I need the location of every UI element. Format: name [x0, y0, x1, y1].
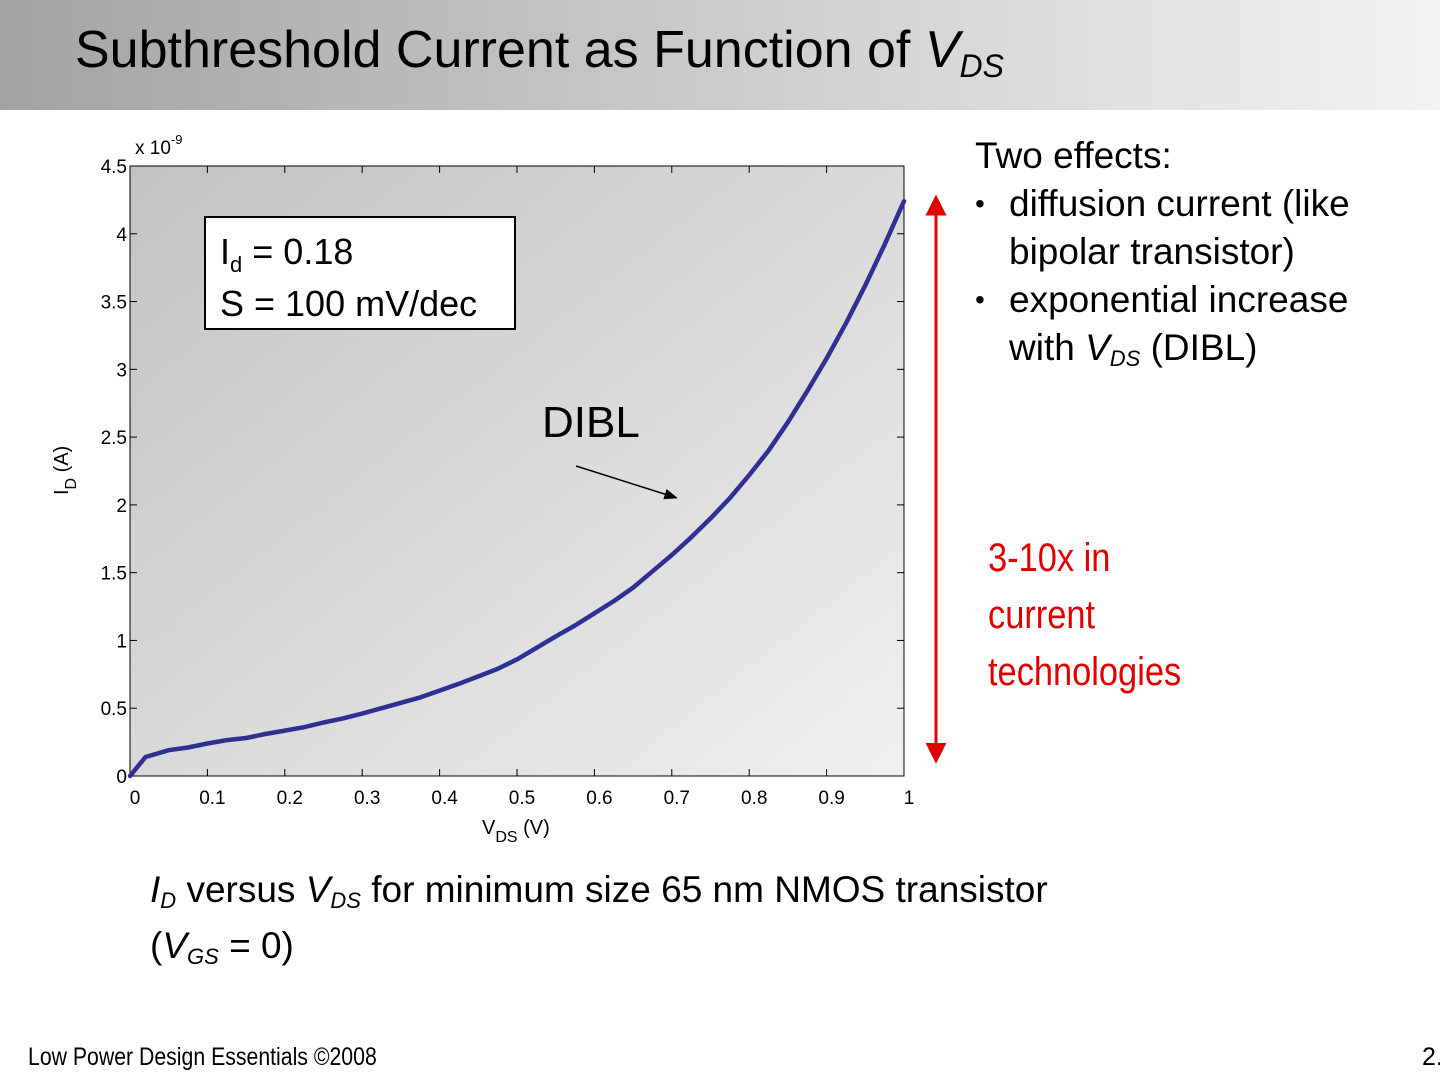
id-vds-curve	[127, 198, 907, 779]
x-tick-label: 0.8	[741, 788, 767, 809]
x-axis-label: VDS (V)	[482, 817, 550, 846]
effect-item-dibl: • exponential increase with VDS (DIBL)	[975, 276, 1415, 372]
effects-heading: Two effects:	[975, 135, 1172, 176]
y-tick-label: 4.5	[101, 157, 127, 178]
y-tick-label: 0.5	[101, 699, 127, 720]
y-tick-labels: 0 0.5 1 1.5 2 2.5 3 3.5 4 4.5	[101, 157, 128, 788]
y-tick-label: 3	[116, 360, 127, 381]
x-tick-label: 0.9	[818, 788, 844, 809]
x-tick-label: 0.4	[431, 788, 458, 809]
y-tick-label: 3.5	[101, 293, 127, 314]
x-tick-label: 0.5	[509, 788, 535, 809]
x-tick-label: 0.6	[586, 788, 612, 809]
y-tick-label: 2	[116, 496, 127, 517]
x-tick-label: 0.2	[277, 788, 303, 809]
slide-number: 2.	[1422, 1043, 1440, 1071]
y-tick-label: 1	[116, 631, 127, 652]
dibl-annotation: DIBL	[542, 398, 640, 447]
x-tick-label: 1	[904, 788, 915, 809]
figure-caption: ID versus VDS for minimum size 65 nm NMO…	[150, 869, 1048, 969]
y-tick-label: 1.5	[101, 564, 127, 585]
bullet-icon: •	[975, 188, 985, 219]
y-axis-label: ID (A)	[51, 446, 80, 495]
y-multiplier: x 10-9	[135, 132, 182, 159]
slide-title: Subthreshold Current as Function of VDS	[75, 21, 1004, 84]
bullet-icon: •	[975, 284, 985, 315]
parameter-box: Id = 0.18 S = 100 mV/dec	[204, 216, 516, 330]
current-ratio-note: 3-10x in current technologies	[988, 536, 1182, 694]
dibl-arrow	[575, 465, 678, 500]
footer-copyright: Low Power Design Essentials ©2008	[28, 1043, 377, 1071]
x-tick-label: 0.3	[354, 788, 380, 809]
axis-ticks	[129, 165, 905, 777]
dibl-coefficient: Id = 0.18	[220, 231, 354, 277]
y-tick-label: 4	[116, 225, 127, 246]
y-tick-label: 0	[116, 767, 127, 788]
x-tick-label: 0.7	[664, 788, 690, 809]
x-tick-label: 0	[130, 788, 141, 809]
subthreshold-slope: S = 100 mV/dec	[220, 283, 478, 324]
effects-list: Two effects: • diffusion current (like b…	[975, 132, 1415, 372]
y-tick-label: 2.5	[101, 428, 127, 449]
x-tick-label: 0.1	[199, 788, 225, 809]
effect-item-diffusion: • diffusion current (like bipolar transi…	[975, 180, 1415, 276]
x-tick-labels: 0 0.1 0.2 0.3 0.4 0.5 0.6 0.7 0.8 0.9 1	[130, 788, 915, 809]
title-bar	[0, 0, 1440, 110]
